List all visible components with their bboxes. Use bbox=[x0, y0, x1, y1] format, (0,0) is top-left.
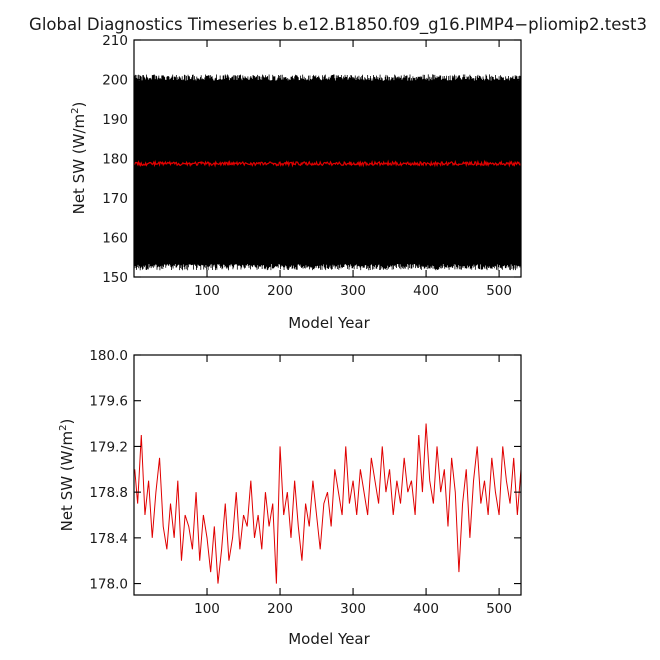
top-panel-xlabel: Model Year bbox=[288, 314, 370, 332]
bottom-panel-ticks: 100 200 300 400 500 178.0 178.4 178.8 179.2 179.6… bbox=[89, 348, 521, 617]
top-panel-ticks: 100 200 300 400 500 150 160 170 180 190 200 210 bbox=[102, 33, 521, 299]
x-tick-label: 300 bbox=[340, 601, 366, 617]
bottom-panel: 100 200 300 400 500 178.0 178.4 178.8 179.2 179.6… bbox=[58, 348, 522, 648]
y-tick-label: 178.0 bbox=[89, 577, 128, 593]
x-tick-label: 200 bbox=[267, 601, 293, 617]
y-tick-label: 200 bbox=[102, 73, 128, 89]
bottom-panel-ylabel-close: ) bbox=[58, 419, 76, 425]
y-tick-label: 178.8 bbox=[89, 485, 128, 501]
annual-series-line bbox=[134, 423, 521, 584]
y-tick-label: 150 bbox=[102, 270, 128, 286]
y-tick-label: 178.4 bbox=[89, 531, 128, 547]
y-tick-label: 180 bbox=[102, 152, 128, 168]
x-tick-label: 300 bbox=[340, 283, 366, 299]
x-tick-label: 100 bbox=[194, 601, 220, 617]
bottom-panel-xlabel: Model Year bbox=[288, 630, 370, 648]
y-tick-label: 190 bbox=[102, 112, 128, 128]
bottom-panel-frame bbox=[133, 354, 522, 596]
y-tick-label: 179.2 bbox=[89, 439, 128, 455]
y-tick-label: 170 bbox=[102, 191, 128, 207]
top-panel: 100 200 300 400 500 150 160 170 180 190 200 210 Mod… bbox=[70, 33, 522, 332]
y-tick-label: 179.6 bbox=[89, 394, 128, 410]
y-tick-label: 210 bbox=[102, 33, 128, 49]
y-tick-label: 180.0 bbox=[89, 348, 128, 364]
x-tick-label: 100 bbox=[194, 283, 220, 299]
bottom-panel-ylabel-main: Net SW (W/m bbox=[58, 431, 76, 532]
monthly-series-line bbox=[134, 74, 521, 271]
y-tick-label: 160 bbox=[102, 231, 128, 247]
x-tick-label: 400 bbox=[413, 283, 439, 299]
top-panel-ylabel-superscript: 2 bbox=[70, 107, 81, 113]
bottom-panel-ylabel-superscript: 2 bbox=[58, 424, 69, 430]
top-panel-ylabel-main: Net SW (W/m bbox=[70, 114, 88, 215]
top-panel-ylabel: Net SW (W/m2) bbox=[70, 102, 88, 215]
top-panel-ylabel-close: ) bbox=[70, 102, 88, 108]
x-tick-label: 500 bbox=[486, 283, 512, 299]
bottom-panel-plot-area bbox=[134, 423, 521, 584]
x-tick-label: 400 bbox=[413, 601, 439, 617]
bottom-panel-ylabel: Net SW (W/m2) bbox=[58, 419, 76, 532]
top-panel-plot-area bbox=[134, 74, 521, 271]
x-tick-label: 500 bbox=[486, 601, 512, 617]
figure-title: Global Diagnostics Timeseries b.e12.B185… bbox=[29, 15, 647, 35]
annual-mean-line bbox=[134, 159, 521, 168]
x-tick-label: 200 bbox=[267, 283, 293, 299]
